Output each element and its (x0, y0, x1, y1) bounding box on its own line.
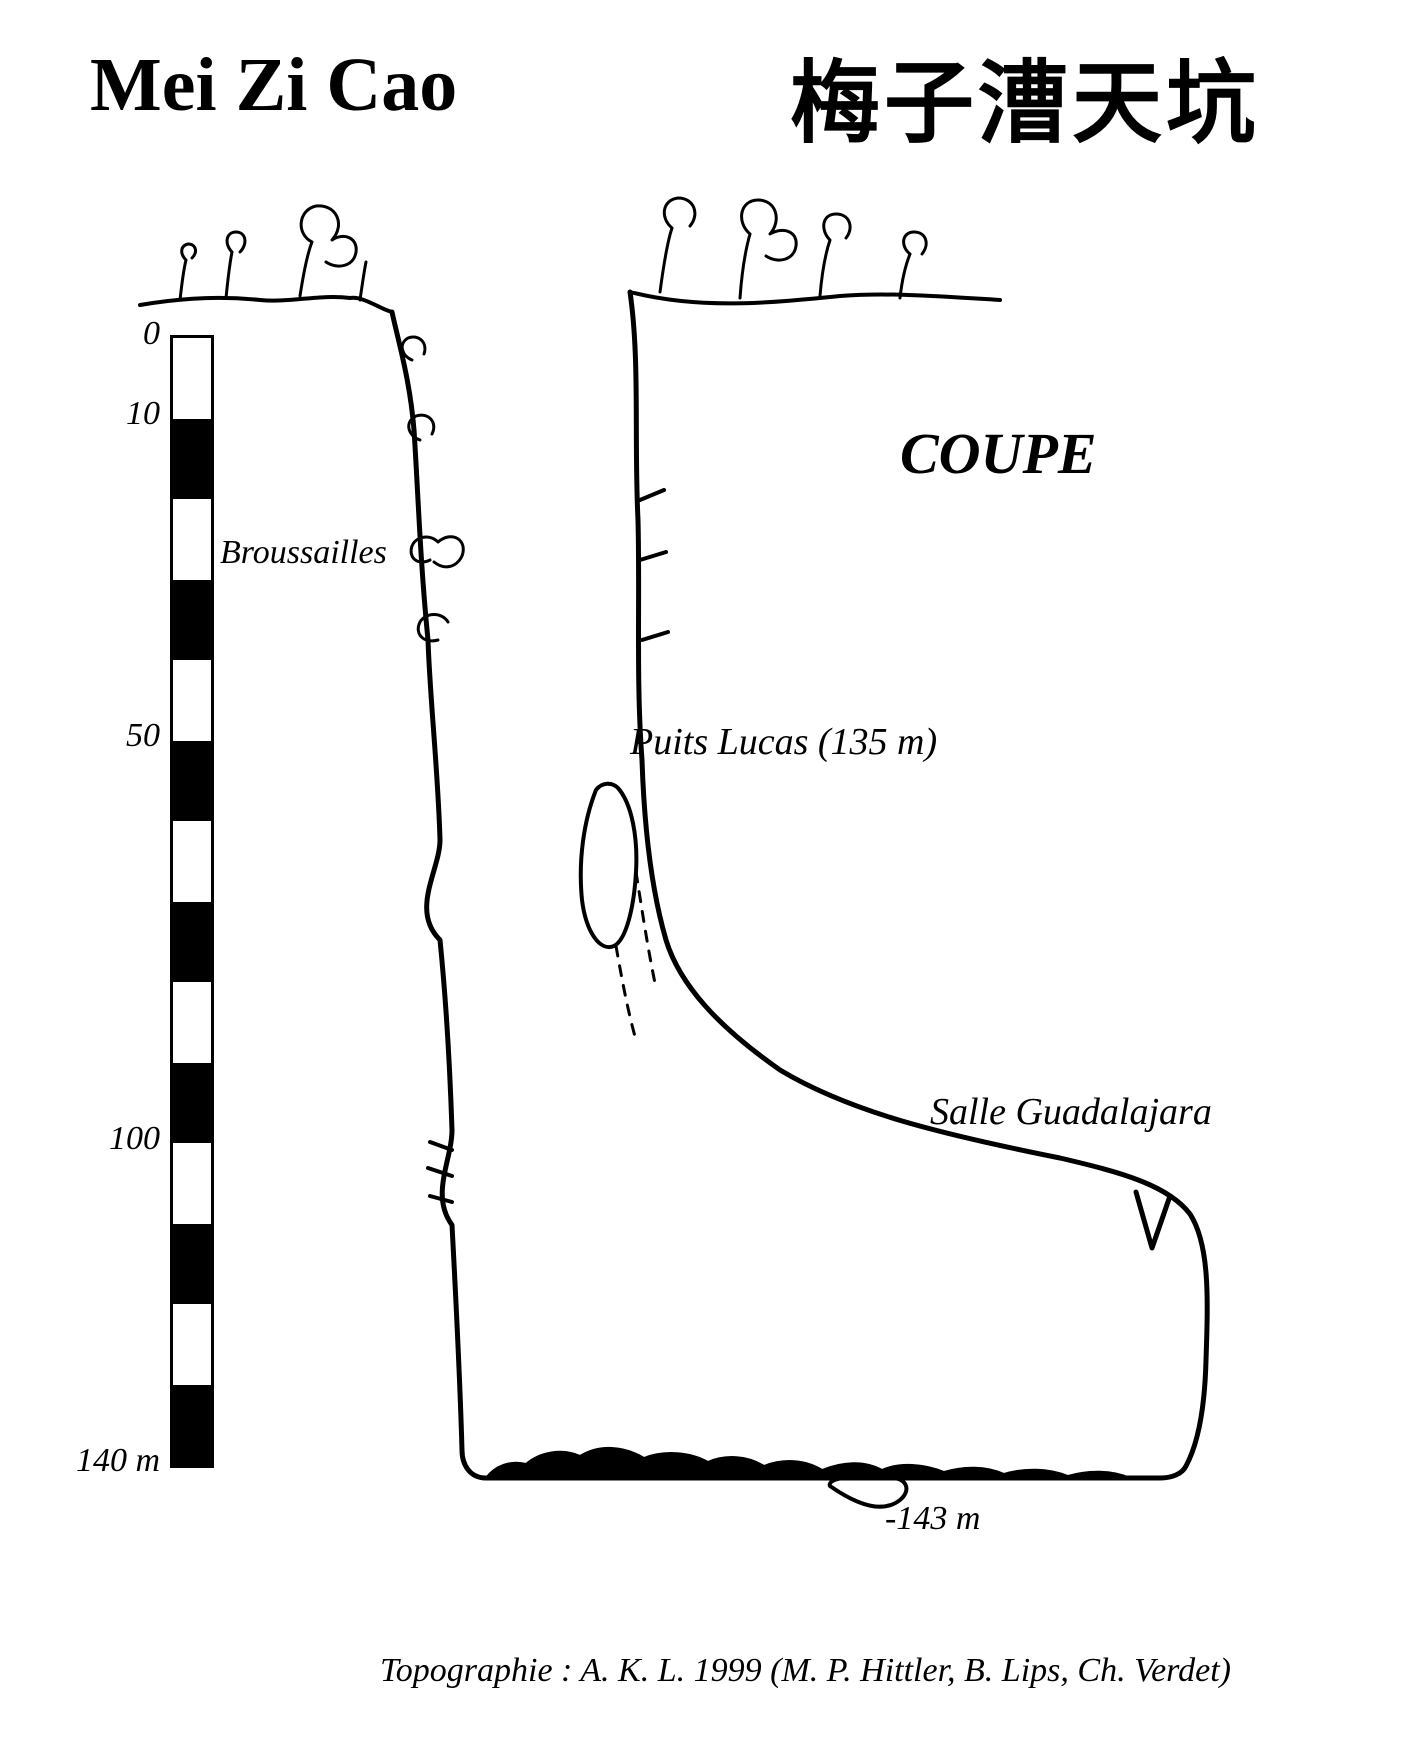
cave-cross-section (0, 0, 1427, 1741)
diagram-stage: Mei Zi Cao 梅子漕天坑 COUPE Broussailles Puit… (0, 0, 1427, 1741)
